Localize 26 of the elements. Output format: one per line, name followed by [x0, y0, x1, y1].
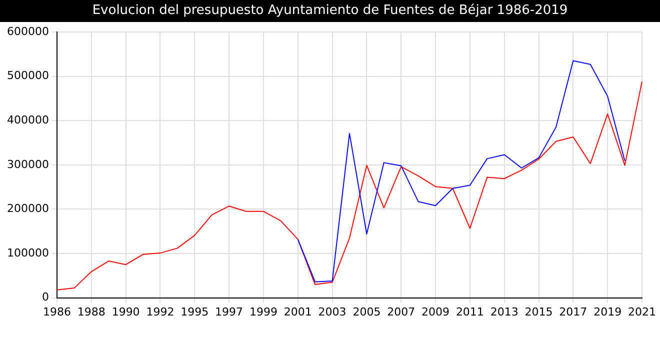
x-tick-label: 2011 [456, 305, 484, 318]
x-tick-label: 2015 [524, 305, 553, 318]
x-tick-label: 2013 [490, 305, 518, 318]
x-tick-label: 2005 [352, 305, 381, 318]
x-tick-label: 1990 [112, 305, 140, 318]
x-tick-label: 2001 [284, 305, 312, 318]
x-tick-label: 2003 [318, 305, 346, 318]
y-tick-label: 100000 [6, 246, 49, 260]
y-tick-label: 200000 [6, 202, 49, 216]
y-tick-label: 0 [42, 290, 49, 304]
x-tick-label: 2019 [594, 305, 622, 318]
x-tick-label: 2007 [387, 305, 416, 318]
x-tick-label: 1997 [215, 305, 244, 318]
y-tick-label: 600000 [6, 24, 49, 38]
x-tick-label: 2009 [422, 305, 450, 318]
x-tick-label: 2017 [559, 305, 588, 318]
x-tick-label: 1999 [249, 305, 278, 318]
x-tick-label: 1986 [42, 305, 71, 318]
x-tick-label: 1992 [146, 305, 174, 318]
chart-title: Evolucion del presupuesto Ayuntamiento de Fuentes de Béjar 1986-2019 [0, 0, 660, 22]
y-tick-label: 400000 [6, 113, 49, 126]
x-tick-label: 2021 [628, 305, 656, 318]
y-tick-label: 500000 [6, 69, 49, 82]
x-tick-label: 1988 [77, 305, 106, 318]
y-tick-label: 300000 [6, 158, 49, 171]
x-tick-label: 1995 [180, 305, 209, 318]
